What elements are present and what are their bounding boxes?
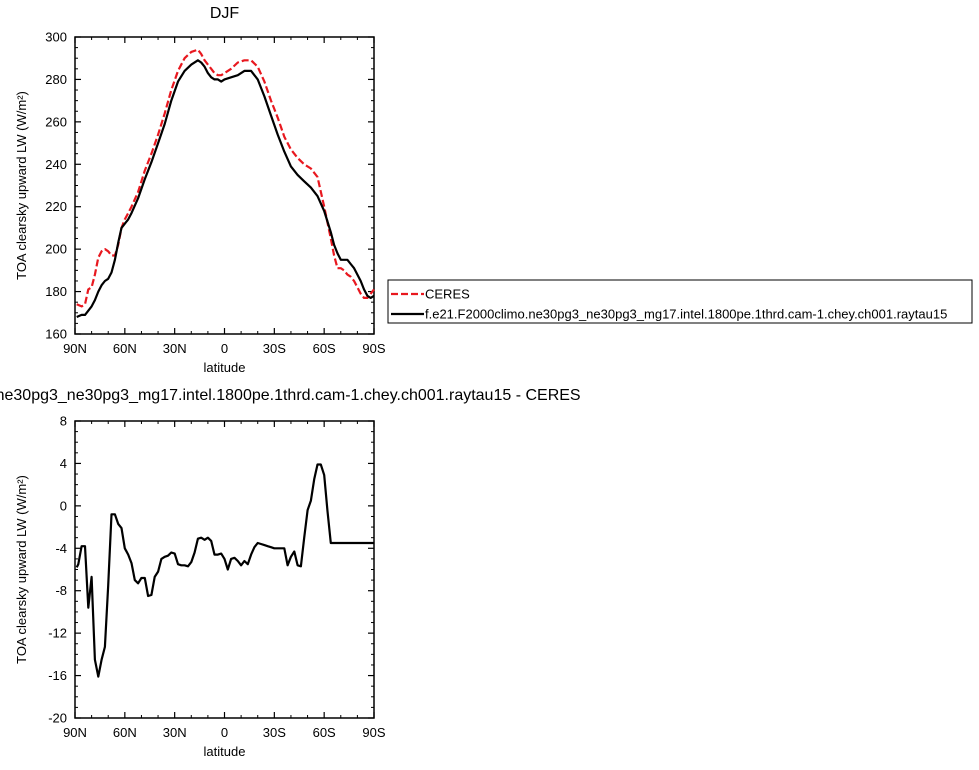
series-line-0	[75, 463, 374, 678]
difference-chart-panel: f.e21.F2000climo.ne30pg3_ne30pg3_mg17.in…	[0, 387, 581, 759]
x-tick-label: 0	[221, 341, 228, 356]
y-axis-label: TOA clearsky upward LW (W/m²)	[14, 475, 29, 664]
legend-label-0: CERES	[425, 287, 470, 302]
y-tick-label: 220	[45, 199, 67, 214]
y-tick-label: -20	[48, 711, 67, 726]
y-tick-label: 280	[45, 72, 67, 87]
x-tick-label: 60S	[313, 341, 336, 356]
y-tick-label: -8	[55, 583, 67, 598]
y-tick-label: 180	[45, 284, 67, 299]
plot-frame	[74, 36, 375, 335]
x-tick-label: 60N	[113, 341, 137, 356]
y-axis-label: TOA clearsky upward LW (W/m²)	[14, 91, 29, 280]
x-tick-label: 90S	[362, 341, 385, 356]
top-chart-panel: DJF 160 180 200 220 240 260 280 300 90N 60N 30N 0 30S…	[14, 5, 386, 375]
x-axis-label: latitude	[204, 744, 246, 759]
y-tick-label: 8	[60, 414, 67, 429]
x-tick-label: 90N	[63, 341, 87, 356]
x-tick-label: 90N	[63, 725, 87, 740]
x-tick-label: 0	[221, 725, 228, 740]
legend: CERES f.e21.F2000climo.ne30pg3_ne30pg3_mg…	[387, 279, 973, 324]
y-tick-label: -12	[48, 626, 67, 641]
x-tick-label: 30N	[163, 341, 187, 356]
y-tick-label: 260	[45, 114, 67, 129]
chart-title: DJF	[210, 5, 240, 22]
chart-title: f.e21.F2000climo.ne30pg3_ne30pg3_mg17.in…	[0, 387, 581, 404]
y-tick-label: -4	[55, 541, 67, 556]
x-tick-label: 30N	[163, 725, 187, 740]
x-tick-label: 30S	[263, 725, 286, 740]
x-tick-label: 60N	[113, 725, 137, 740]
y-tick-label: 4	[60, 456, 67, 471]
series-line-0	[76, 48, 375, 308]
y-tick-label: 240	[45, 157, 67, 172]
x-tick-label: 60S	[313, 725, 336, 740]
series-line-1	[76, 59, 375, 319]
legend-label-1: f.e21.F2000climo.ne30pg3_ne30pg3_mg17.in…	[425, 307, 947, 322]
y-tick-label: 300	[45, 30, 67, 45]
y-tick-label: 160	[45, 327, 67, 342]
y-tick-label: -16	[48, 668, 67, 683]
legend-box	[387, 279, 973, 324]
x-tick-label: 90S	[362, 725, 385, 740]
y-tick-label: 200	[45, 242, 67, 257]
x-axis-label: latitude	[204, 360, 246, 375]
x-tick-label: 30S	[263, 341, 286, 356]
plot-frame	[74, 420, 375, 719]
y-tick-label: 0	[60, 498, 67, 513]
